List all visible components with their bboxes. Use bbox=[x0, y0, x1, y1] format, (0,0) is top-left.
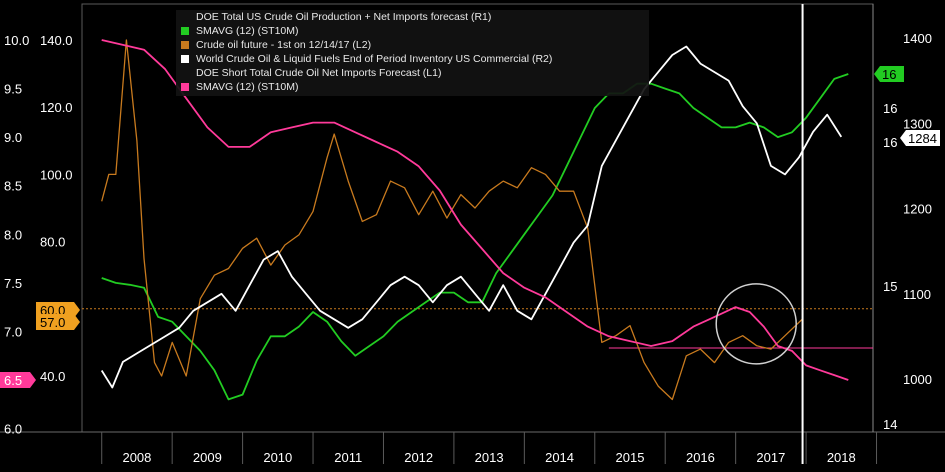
x-tick-label: 2011 bbox=[334, 450, 362, 465]
left-axis-2-tick: 100.0 bbox=[40, 167, 73, 182]
legend-swatch bbox=[181, 41, 189, 49]
right-axis-2-tick: 1100 bbox=[903, 287, 931, 302]
right-axis-1-tick: 16 bbox=[883, 135, 897, 150]
legend-label: SMAVG (12) (ST10M) bbox=[196, 25, 299, 37]
left-axis-2-tick: 120.0 bbox=[40, 100, 73, 115]
x-tick-label: 2012 bbox=[404, 450, 433, 465]
right-axis-1-tick: 15 bbox=[883, 279, 897, 294]
right-axis-1-tick: 14 bbox=[883, 417, 897, 432]
tag-16-bg bbox=[874, 66, 904, 82]
tag-6-5-text: 6.5 bbox=[4, 373, 22, 388]
left-axis-2-tick: 40.0 bbox=[40, 369, 65, 384]
legend-label: World Crude Oil & Liquid Fuels End of Pe… bbox=[196, 53, 553, 65]
right-axis-2-tick: 1000 bbox=[903, 372, 932, 387]
legend-label: DOE Short Total Crude Oil Net Imports Fo… bbox=[196, 67, 442, 79]
left-axis-1-tick: 6.0 bbox=[4, 422, 22, 437]
highlight-circle bbox=[715, 283, 797, 365]
tag-6-5: 6.5 bbox=[0, 372, 36, 388]
legend-swatch bbox=[181, 27, 189, 35]
left-axis-1-tick: 8.0 bbox=[4, 227, 22, 242]
x-tick-label: 2014 bbox=[545, 450, 574, 465]
left-axis-2-tick: 80.0 bbox=[40, 235, 65, 250]
series-line bbox=[101, 73, 849, 401]
legend-swatch bbox=[181, 69, 189, 77]
legend-entry: World Crude Oil & Liquid Fuels End of Pe… bbox=[176, 52, 649, 66]
x-tick-label: 2018 bbox=[827, 450, 856, 465]
legend-swatch bbox=[181, 13, 189, 21]
tag-57-bg bbox=[36, 314, 80, 330]
x-tick-label: 2017 bbox=[756, 450, 785, 465]
x-tick-label: 2009 bbox=[193, 450, 222, 465]
series-line bbox=[100, 45, 843, 389]
left-axis-1-tick: 7.0 bbox=[4, 324, 22, 339]
legend: DOE Total US Crude Oil Production + Net … bbox=[176, 10, 649, 96]
legend-entry: SMAVG (12) (ST10M) bbox=[176, 24, 649, 38]
tag-16: 16 bbox=[874, 66, 904, 82]
legend-entry: DOE Total US Crude Oil Production + Net … bbox=[176, 10, 649, 24]
legend-entry: SMAVG (12) (ST10M) bbox=[176, 80, 649, 94]
tag-16-text: 16 bbox=[882, 67, 896, 82]
legend-label: DOE Total US Crude Oil Production + Net … bbox=[196, 11, 492, 23]
series-line bbox=[101, 39, 849, 381]
legend-swatch bbox=[181, 83, 189, 91]
series-line bbox=[101, 39, 804, 401]
tag-1284-text: 1284 bbox=[908, 131, 937, 146]
right-axis-2-tick: 1300 bbox=[903, 116, 932, 131]
tag-57-text: 57.0 bbox=[40, 315, 65, 330]
x-tick-label: 2008 bbox=[122, 450, 151, 465]
legend-swatch bbox=[181, 55, 189, 63]
right-axis-1-tick: 16 bbox=[883, 101, 897, 116]
right-axis-2-tick: 1200 bbox=[903, 202, 932, 217]
legend-label: Crude oil future - 1st on 12/14/17 (L2) bbox=[196, 39, 372, 51]
left-axis-1-tick: 9.5 bbox=[4, 82, 22, 97]
tag-1284-bg bbox=[900, 130, 940, 146]
right-axis-2-tick: 1400 bbox=[903, 31, 932, 46]
left-axis-1-tick: 9.0 bbox=[4, 130, 22, 145]
tag-6-5-bg bbox=[0, 372, 36, 388]
x-tick-label: 2010 bbox=[263, 450, 292, 465]
tag-1284: 1284 bbox=[900, 130, 940, 146]
legend-label: SMAVG (12) (ST10M) bbox=[196, 81, 299, 93]
left-axis-1-tick: 7.5 bbox=[4, 276, 22, 291]
left-axis-2-tick: 140.0 bbox=[40, 33, 73, 48]
x-tick-label: 2015 bbox=[616, 450, 645, 465]
legend-entry: DOE Short Total Crude Oil Net Imports Fo… bbox=[176, 66, 649, 80]
left-axis-1-tick: 10.0 bbox=[4, 33, 29, 48]
left-axis-1-tick: 8.5 bbox=[4, 179, 22, 194]
x-tick-label: 2016 bbox=[686, 450, 715, 465]
legend-entry: Crude oil future - 1st on 12/14/17 (L2) bbox=[176, 38, 649, 52]
x-tick-label: 2013 bbox=[475, 450, 504, 465]
tag-57: 57.0 bbox=[36, 314, 80, 330]
